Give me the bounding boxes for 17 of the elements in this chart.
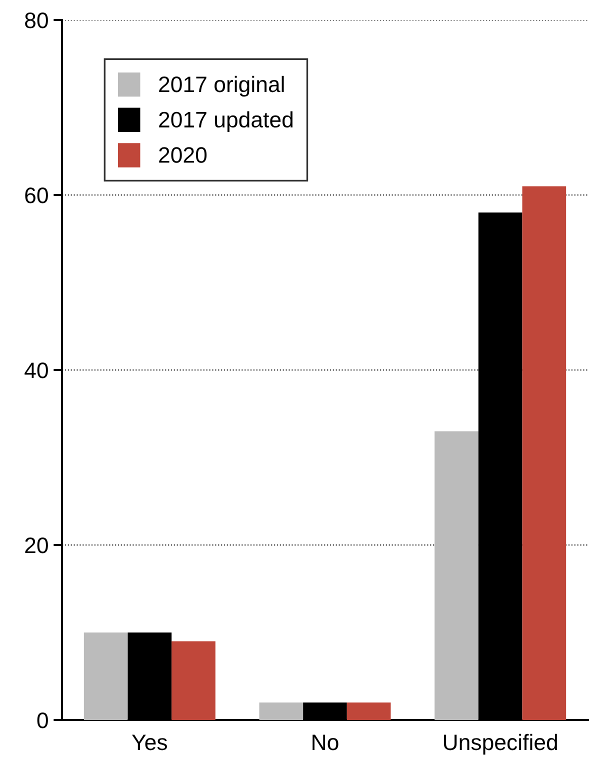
y-tick-label: 20 (25, 538, 48, 554)
legend-label: 2017 updated (159, 111, 293, 132)
legend-label: 2017 original (159, 76, 284, 97)
legend-label: 2020 (159, 147, 207, 163)
bar (172, 641, 216, 720)
bar (346, 702, 391, 720)
bar (259, 702, 304, 720)
x-tick-label: Yes (132, 734, 167, 750)
y-tick-label: 0 (37, 712, 48, 728)
y-tick-label: 40 (24, 362, 48, 378)
y-tick-label: 80 (25, 12, 48, 28)
bar (84, 632, 128, 720)
bar (522, 186, 566, 720)
x-tick-label: No (312, 734, 338, 750)
y-tick-label: 60 (25, 188, 48, 204)
bar (434, 431, 478, 720)
x-tick-label: Unspecified (444, 734, 557, 755)
